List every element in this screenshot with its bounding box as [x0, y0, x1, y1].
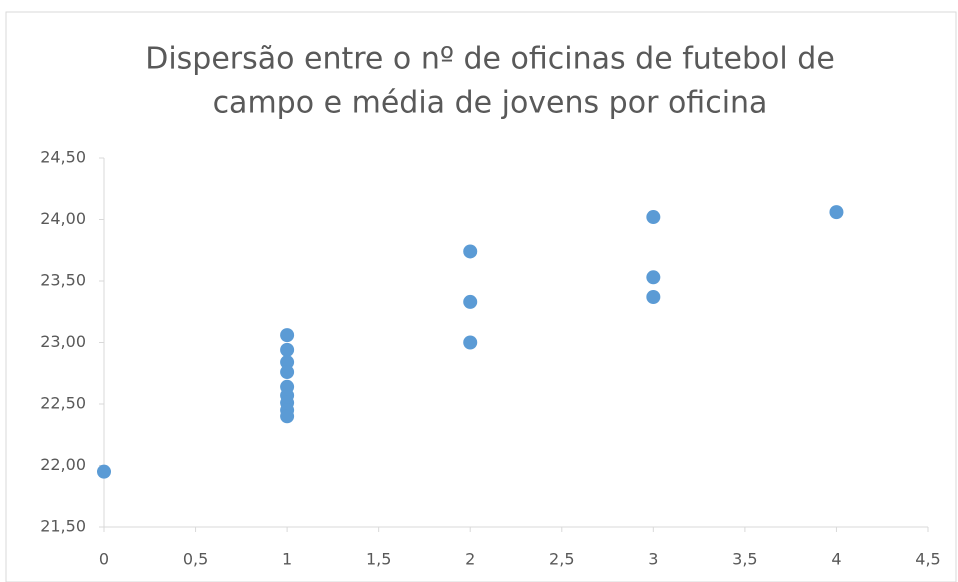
chart-title: Dispersão entre o nº de oficinas de fute…: [145, 42, 835, 77]
point: [646, 289, 661, 304]
y-tick-label: 24,50: [40, 148, 86, 167]
x-tick-label: 0,5: [183, 550, 208, 569]
x-tick-label: 0: [99, 550, 109, 569]
point: [463, 294, 478, 309]
y-tick-label: 22,00: [40, 455, 86, 474]
point: [280, 409, 295, 424]
point: [646, 270, 661, 285]
x-tick-label: 3: [648, 550, 658, 569]
point: [280, 365, 295, 380]
chart-title: campo e média de jovens por oficina: [213, 86, 768, 121]
point: [463, 244, 478, 259]
y-tick-label: 23,50: [40, 271, 86, 290]
y-tick-label: 24,00: [40, 209, 86, 228]
y-tick-label: 21,50: [40, 517, 86, 536]
point: [463, 335, 478, 350]
x-tick-label: 4: [831, 550, 841, 569]
point: [280, 328, 295, 343]
x-tick-label: 3,5: [732, 550, 757, 569]
x-tick-label: 1,5: [366, 550, 391, 569]
x-tick-label: 2,5: [549, 550, 574, 569]
chart-border: [5, 11, 957, 582]
point: [829, 205, 844, 220]
point: [280, 355, 295, 370]
x-tick-label: 4,5: [915, 550, 940, 569]
point: [280, 342, 295, 357]
point: [646, 210, 661, 225]
point: [97, 464, 111, 479]
x-tick-label: 1: [282, 550, 292, 569]
y-tick-label: 22,50: [40, 394, 86, 413]
y-tick-label: 23,00: [40, 332, 86, 351]
x-tick-label: 2: [465, 550, 475, 569]
